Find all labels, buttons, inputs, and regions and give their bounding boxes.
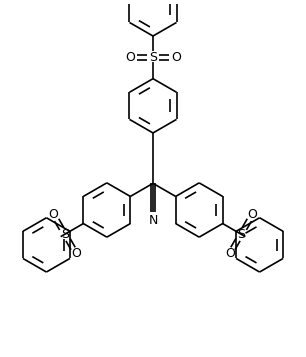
Text: S: S [149, 51, 157, 64]
Text: N: N [148, 214, 158, 227]
Text: S: S [237, 228, 245, 241]
Text: O: O [49, 208, 58, 221]
Text: S: S [61, 228, 69, 241]
Text: O: O [125, 51, 135, 64]
Text: O: O [225, 247, 235, 261]
Text: O: O [171, 51, 181, 64]
Text: O: O [248, 208, 257, 221]
Text: O: O [71, 247, 81, 261]
